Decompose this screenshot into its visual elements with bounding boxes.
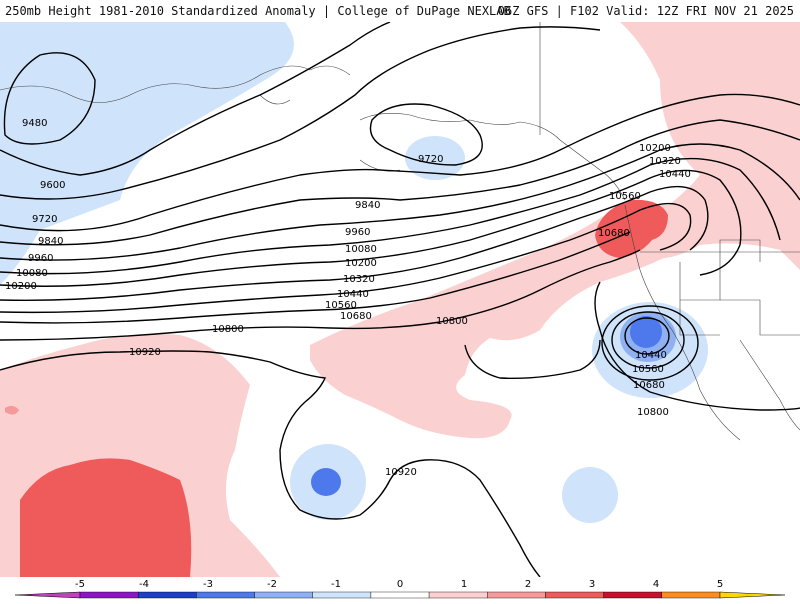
contour-labels: 9480 9600 9720 9720 9840 9840 9960 9960 … [5, 118, 691, 478]
label-9600: 9600 [40, 180, 65, 191]
label-10800-c: 10800 [436, 316, 468, 327]
colorbar-tick-label: 2 [525, 579, 531, 590]
colorbar-segment [661, 591, 721, 599]
map-title: 250mb Height 1981-2010 Standardized Anom… [5, 4, 511, 18]
contour-9480-line [3, 52, 96, 145]
label-10080: 10080 [345, 244, 377, 255]
label-10320: 10320 [343, 274, 375, 285]
label-9840-w: 9840 [38, 236, 63, 247]
colorbar-segment [545, 591, 604, 599]
contour-10800-main-line [0, 249, 641, 341]
neg-anomaly-low-core [630, 316, 662, 348]
label-9960: 9960 [345, 227, 370, 238]
contour-10440-low [624, 317, 670, 355]
contour-10680-low [601, 305, 699, 381]
height-contours [0, 22, 800, 577]
colorbar-tick-label: -5 [75, 579, 85, 590]
label-9720-nw: 9720 [32, 214, 57, 225]
pos-anomaly-sw-dot [5, 405, 19, 415]
colorbar-segment [487, 591, 546, 599]
contour-10920-line [0, 350, 541, 577]
label-9960-w: 9960 [28, 253, 53, 264]
colorbar-segment [603, 591, 663, 599]
label-10440: 10440 [337, 289, 369, 300]
label-10560-low: 10560 [632, 364, 664, 375]
contour-10560-low [611, 311, 685, 369]
label-10680-low: 10680 [633, 380, 665, 391]
label-10320-e: 10320 [649, 156, 681, 167]
label-10680-e: 10680 [598, 228, 630, 239]
anomaly-shading [0, 22, 800, 577]
colorbar-tick-label: 5 [717, 579, 723, 590]
label-10080-w: 10080 [16, 268, 48, 279]
colorbar-segment [312, 591, 372, 599]
label-10800-low: 10800 [637, 407, 669, 418]
colorbar-tick-label: 0 [397, 579, 403, 590]
colorbar-tick-label: 1 [461, 579, 467, 590]
colorbar-segment [79, 591, 139, 599]
colorbar-segment [196, 591, 255, 599]
colorbar-segment [137, 591, 197, 599]
colorbar-svg: -5 -4 -3 -2 -1 0 1 2 3 4 5 [14, 579, 786, 599]
contour-10800-south [464, 339, 601, 379]
colorbar-arrow-right [719, 591, 786, 599]
label-10920-s: 10920 [385, 467, 417, 478]
label-10440-low: 10440 [635, 350, 667, 361]
colorbar-tick-label: -1 [331, 579, 341, 590]
label-10920-w: 10920 [129, 347, 161, 358]
colorbar-segment [370, 591, 430, 599]
contour-10800-loop [594, 281, 800, 411]
neg-anomaly-se [562, 467, 618, 523]
pos-anomaly-coast-strong [595, 199, 668, 258]
label-10560: 10560 [325, 300, 357, 311]
anomaly-map: 9480 9600 9720 9720 9840 9840 9960 9960 … [0, 22, 800, 577]
label-9720-ak: 9720 [418, 154, 443, 165]
colorbar-tick-label: -2 [267, 579, 277, 590]
colorbar-tick-label: -3 [203, 579, 213, 590]
colorbar-segment [254, 591, 313, 599]
label-10200-w: 10200 [5, 281, 37, 292]
contour-9720-ak-line [369, 103, 483, 166]
pos-anomaly-sw-strong [20, 458, 192, 577]
label-10200: 10200 [345, 258, 377, 269]
colorbar: -5 -4 -3 -2 -1 0 1 2 3 4 5 [0, 577, 800, 600]
label-10680: 10680 [340, 311, 372, 322]
label-9480: 9480 [22, 118, 47, 129]
header: 250mb Height 1981-2010 Standardized Anom… [0, 0, 800, 22]
colorbar-tick-label: -4 [139, 579, 149, 590]
colorbar-tick-label: 4 [653, 579, 659, 590]
label-10200-e: 10200 [639, 143, 671, 154]
label-10560-e: 10560 [609, 191, 641, 202]
model-run-valid-time: 06Z GFS | F102 Valid: 12Z FRI NOV 21 202… [497, 4, 794, 18]
label-9840: 9840 [355, 200, 380, 211]
label-10800-w: 10800 [212, 324, 244, 335]
neg-anomaly-alaska [405, 136, 465, 180]
colorbar-tick-label: 3 [589, 579, 595, 590]
neg-anomaly-south-core [311, 468, 341, 496]
colorbar-arrow-left [14, 591, 81, 599]
colorbar-segment [428, 591, 488, 599]
pos-anomaly-central [310, 205, 690, 439]
neg-anomaly-nw [0, 22, 294, 285]
label-10440-e: 10440 [659, 169, 691, 180]
